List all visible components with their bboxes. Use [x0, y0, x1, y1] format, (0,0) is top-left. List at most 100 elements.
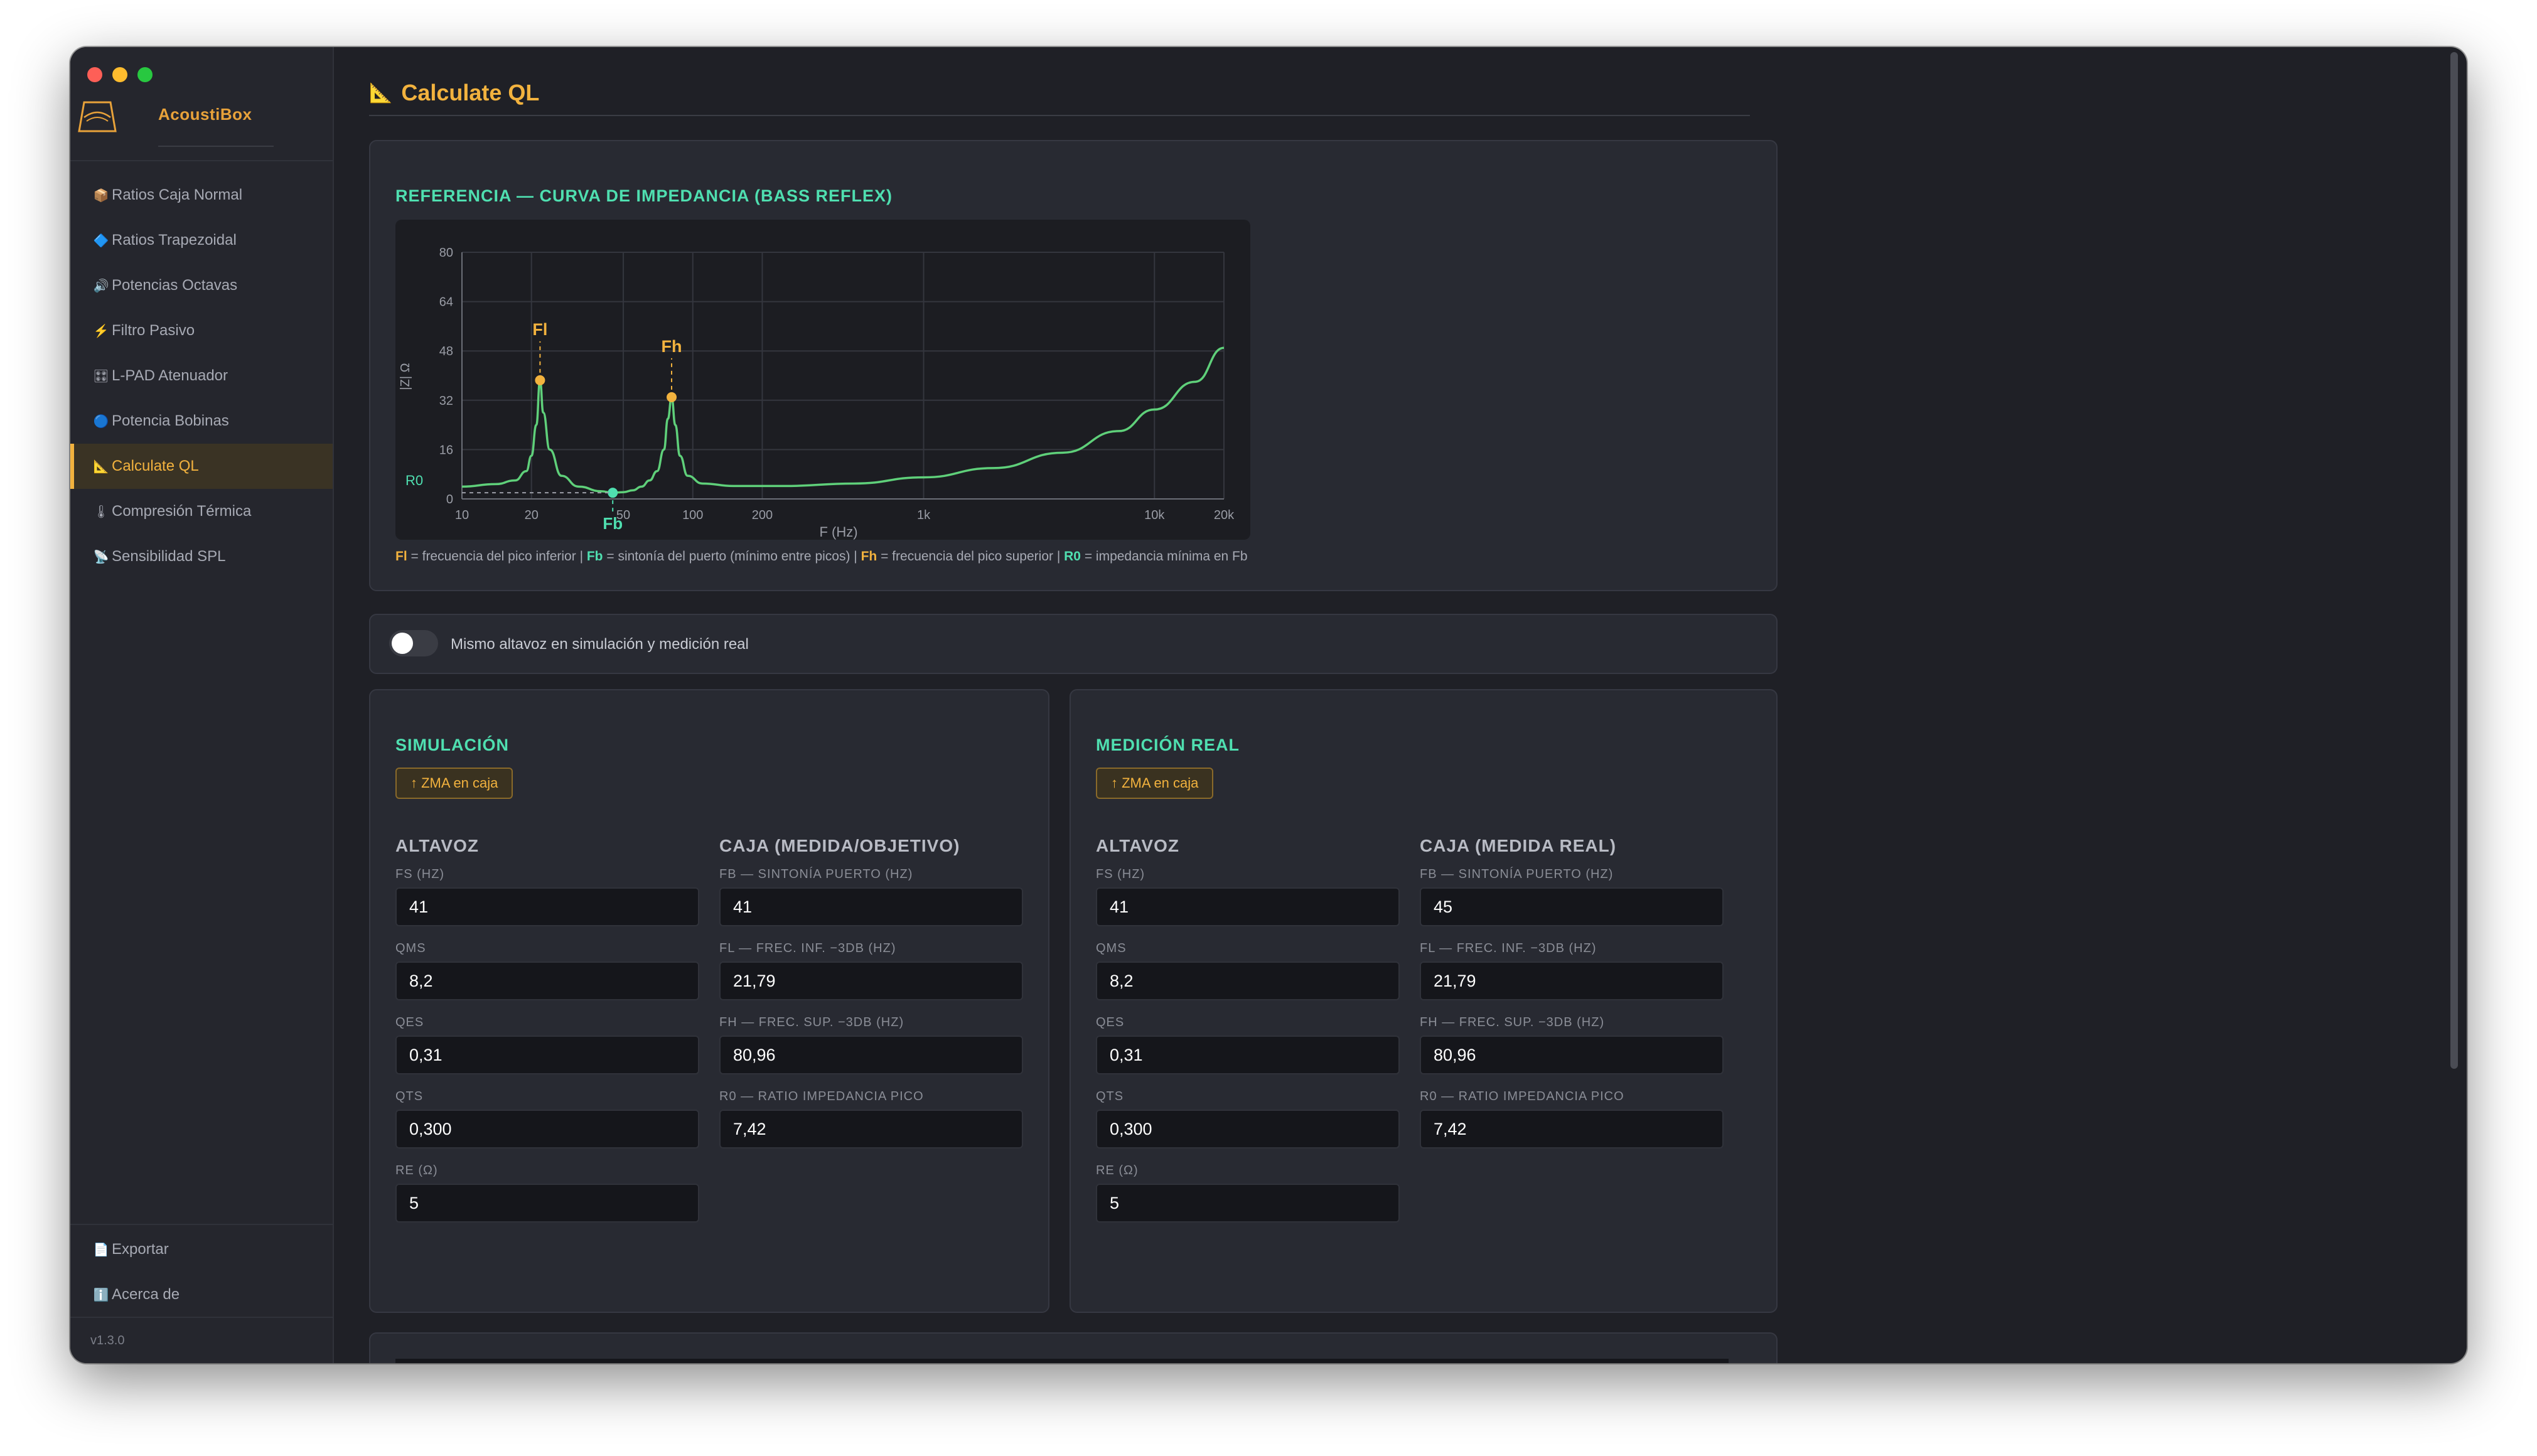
simulation-speaker-field-input[interactable]	[395, 1110, 699, 1148]
nav-item-3[interactable]: ⚡ Filtro Pasivo	[70, 308, 333, 353]
measurement-speaker-field-input[interactable]	[1096, 1110, 1400, 1148]
nav-bottom-item-0[interactable]: 📄 Exportar	[70, 1227, 333, 1272]
nav-item-0[interactable]: 📦 Ratios Caja Normal	[70, 173, 333, 218]
nav-item-label: Ratios Trapezoidal	[112, 232, 237, 249]
nav-item-6[interactable]: 📐 Calculate QL	[70, 444, 333, 489]
nav-item-8[interactable]: 📡 Sensibilidad SPL	[70, 534, 333, 579]
brand-divider	[158, 146, 274, 147]
nav-item-1[interactable]: 🔷 Ratios Trapezoidal	[70, 218, 333, 263]
sidebar-divider	[70, 160, 333, 161]
legend-fl-key: Fl	[395, 549, 407, 564]
maximize-window-button[interactable]	[137, 67, 153, 82]
nav-item-label: Potencia Bobinas	[112, 412, 229, 429]
measurement-box-field-input[interactable]	[1420, 961, 1724, 1000]
y-axis-label: |Z| Ω	[399, 363, 412, 390]
fl-label: Fl	[532, 320, 547, 339]
measurement-speaker-field-input[interactable]	[1096, 1036, 1400, 1074]
y-tick-label: 16	[439, 443, 453, 457]
measurement-title: MEDICIÓN REAL	[1096, 736, 1240, 754]
simulation-box-field-label: FL — FREC. INF. −3DB (HZ)	[719, 941, 896, 955]
y-tick-label: 32	[439, 394, 453, 408]
fh-marker	[667, 392, 677, 402]
measurement-zma-button[interactable]: ↑ ZMA en caja	[1096, 768, 1214, 799]
page-title: 📐 Calculate QL	[369, 80, 539, 106]
fb-label: Fb	[603, 514, 623, 533]
simulation-box-field-input[interactable]	[719, 1110, 1023, 1148]
simulation-speaker-field-input[interactable]	[395, 1036, 699, 1074]
measurement-speaker-field-label: FS (HZ)	[1096, 867, 1145, 881]
minimize-window-button[interactable]	[112, 67, 127, 82]
simulation-box-field-input[interactable]	[719, 1036, 1023, 1074]
item-0-icon: 📦	[93, 188, 109, 203]
x-tick-label: 10	[455, 508, 469, 522]
measurement-box-field-label: FB — SINTONÍA PUERTO (HZ)	[1420, 867, 1614, 881]
measurement-box-field-input[interactable]	[1420, 1110, 1724, 1148]
legend-r0-text: = impedancia mínima en Fb	[1080, 549, 1248, 564]
measurement-box-field-label: R0 — RATIO IMPEDANCIA PICO	[1420, 1089, 1624, 1103]
simulation-box-field-input[interactable]	[719, 961, 1023, 1000]
nav-item-label: Potencias Octavas	[112, 277, 238, 294]
speaker-box-logo-icon	[78, 101, 117, 132]
same-speaker-label: Mismo altavoz en simulación y medición r…	[451, 636, 749, 653]
simulation-speaker-field-label: QES	[395, 1015, 424, 1029]
item-4-icon: 🎛	[93, 369, 109, 383]
simulation-box-field-label: FH — FREC. SUP. −3DB (HZ)	[719, 1015, 904, 1029]
simulation-zma-button[interactable]: ↑ ZMA en caja	[395, 768, 513, 799]
nav-item-label: L-PAD Atenuador	[112, 367, 228, 384]
simulation-speaker-field-input[interactable]	[395, 1184, 699, 1223]
x-tick-label: 1k	[917, 508, 931, 522]
y-tick-label: 64	[439, 296, 453, 309]
sidebar-bottom-nav: 📄 Exportar ℹ️ Acerca de	[70, 1227, 333, 1317]
nav-bottom-item-1[interactable]: ℹ️ Acerca de	[70, 1272, 333, 1317]
measurement-box-field-input[interactable]	[1420, 1036, 1724, 1074]
ruler-triangle-icon: 📐	[369, 82, 393, 104]
nav-item-label: Ratios Caja Normal	[112, 186, 243, 203]
legend-r0-key: R0	[1064, 549, 1081, 564]
simulation-speaker-field-input[interactable]	[395, 887, 699, 926]
brand-name: AcoustiBox	[158, 105, 252, 124]
impedance-chart-svg: 0 16 32 48 64 80 10 20 50 100 200 1k 10k 20k F (Hz) |Z|…	[399, 246, 1235, 540]
item-7-icon: 🌡	[93, 505, 109, 519]
scrollbar[interactable]	[2450, 52, 2458, 1069]
simulation-title: SIMULACIÓN	[395, 736, 509, 754]
simulation-speaker-field-input[interactable]	[395, 961, 699, 1000]
close-window-button[interactable]	[87, 67, 102, 82]
measurement-box-field-label: FL — FREC. INF. −3DB (HZ)	[1420, 941, 1597, 955]
sidebar-nav: 📦 Ratios Caja Normal 🔷 Ratios Trapezoidal 🔊 P…	[70, 173, 333, 579]
bottom-item-0-icon: 📄	[93, 1243, 109, 1257]
y-tick-label: 80	[439, 246, 453, 260]
same-speaker-toggle[interactable]	[389, 630, 438, 656]
sidebar-divider	[70, 1317, 333, 1318]
legend-fl-text: = frecuencia del pico inferior |	[407, 549, 587, 564]
y-tick-label: 48	[439, 345, 453, 358]
measurement-box-field-input[interactable]	[1420, 887, 1724, 926]
sidebar-divider	[70, 1224, 333, 1225]
nav-item-4[interactable]: 🎛 L-PAD Atenuador	[70, 353, 333, 399]
simulation-box-field-label: FB — SINTONÍA PUERTO (HZ)	[719, 867, 913, 881]
x-tick-label: 50	[616, 508, 630, 522]
app-window: AcoustiBox 📦 Ratios Caja Normal 🔷 Ratios Tr…	[70, 47, 2467, 1363]
measurement-speaker-field-input[interactable]	[1096, 1184, 1400, 1223]
nav-item-5[interactable]: 🔵 Potencia Bobinas	[70, 399, 333, 444]
x-tick-label: 10k	[1144, 508, 1165, 522]
simulation-card: SIMULACIÓN ↑ ZMA en caja ALTAVOZ CAJA (ME…	[369, 689, 1049, 1313]
x-tick-label: 20k	[1214, 508, 1235, 522]
nav-item-2[interactable]: 🔊 Potencias Octavas	[70, 263, 333, 308]
simulation-speaker-field-label: RE (Ω)	[395, 1164, 438, 1177]
simulation-box-field-input[interactable]	[719, 887, 1023, 926]
nav-item-7[interactable]: 🌡 Compresión Térmica	[70, 489, 333, 534]
results-card: ParámetroSimulaciónMediciónDiferencia	[369, 1332, 1778, 1363]
sidebar: AcoustiBox 📦 Ratios Caja Normal 🔷 Ratios Tr…	[70, 47, 334, 1363]
app-version: v1.3.0	[90, 1334, 125, 1347]
bottom-item-1-icon: ℹ️	[93, 1288, 109, 1302]
simulation-speaker-field-label: FS (HZ)	[395, 867, 445, 881]
simulation-box-heading: CAJA (MEDIDA/OBJETIVO)	[719, 836, 960, 855]
main-content: 📐 Calculate QL REFERENCIA — CURVA DE IMP…	[334, 47, 2467, 1363]
measurement-speaker-field-input[interactable]	[1096, 961, 1400, 1000]
fl-marker	[535, 375, 545, 385]
simulation-speaker-field-label: QTS	[395, 1089, 424, 1103]
nav-item-label: Exportar	[112, 1241, 169, 1258]
legend-fh-key: Fh	[861, 549, 877, 564]
fh-label: Fh	[662, 337, 682, 356]
measurement-speaker-field-input[interactable]	[1096, 887, 1400, 926]
